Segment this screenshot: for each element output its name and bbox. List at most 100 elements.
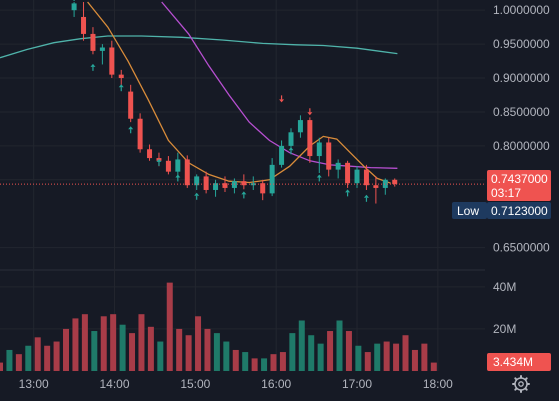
candle: [392, 178, 398, 187]
volume-bar: [147, 326, 154, 371]
time-tick-label: 16:00: [261, 377, 291, 391]
signal-arrows: [73, 0, 369, 202]
volume-bar: [0, 362, 3, 371]
candle: [165, 156, 171, 175]
price-tick-label: 0.9000000: [493, 71, 550, 85]
volume-bar: [119, 324, 126, 371]
price-tick-label: 0.8500000: [493, 105, 550, 119]
candle: [241, 174, 247, 190]
candle: [250, 176, 256, 190]
candle: [99, 44, 105, 65]
signal-up-arrow-icon: [90, 63, 96, 71]
time-axis[interactable]: 13:00 14:00 15:00 16:00 17:00 18:00: [19, 377, 454, 391]
volume-axis[interactable]: 40M 20M: [493, 280, 516, 336]
low-value: 0.7123000: [491, 204, 548, 218]
volume-bar: [91, 331, 98, 371]
candle: [269, 158, 275, 197]
volume-bar: [232, 349, 239, 371]
volume-bar: [393, 343, 400, 371]
volume-tick-label: 40M: [493, 280, 516, 294]
candle: [297, 115, 303, 138]
price-tick-label: 0.9500000: [493, 37, 550, 51]
volume-bar: [327, 331, 334, 371]
volume-bar: [411, 349, 418, 371]
candle: [137, 113, 143, 153]
signal-up-arrow-icon: [128, 126, 134, 134]
candle: [373, 176, 379, 204]
volume-bar: [402, 335, 409, 371]
price-countdown: 03:17: [491, 186, 521, 200]
candle: [71, 2, 77, 17]
time-tick-label: 17:00: [342, 377, 372, 391]
volume-bar: [308, 335, 315, 371]
volume-bar: [279, 352, 286, 371]
volume-bar: [430, 362, 437, 371]
candle: [175, 152, 181, 177]
ma-slow-line: [0, 35, 398, 59]
volume-bar: [289, 333, 296, 371]
candle: [335, 159, 341, 179]
volume-bar: [355, 345, 362, 371]
volume-bar: [345, 331, 352, 371]
candle: [194, 174, 200, 190]
volume-bar: [25, 345, 32, 371]
signal-up-arrow-icon: [175, 174, 181, 182]
signal-up-arrow-icon: [316, 174, 322, 182]
volume-bar: [185, 335, 192, 371]
volume-bar: [110, 314, 117, 371]
volume-bar: [53, 341, 60, 371]
current-volume-value: 3.434M: [493, 355, 533, 369]
volume-tick-label: 20M: [493, 322, 516, 336]
signal-up-arrow-icon: [363, 194, 369, 202]
time-tick-label: 18:00: [423, 377, 453, 391]
price-tick-label: 1.0000000: [493, 3, 550, 17]
volume-bar: [298, 320, 305, 371]
candle: [307, 117, 313, 163]
candle: [279, 140, 285, 168]
current-price-value: 0.7437000: [491, 172, 548, 186]
volume-bar: [34, 337, 41, 371]
volume-bar: [251, 358, 258, 371]
candle: [90, 27, 96, 55]
candle: [382, 178, 388, 195]
signal-down-arrow-icon: [279, 95, 285, 103]
candle: [184, 155, 190, 188]
signal-up-arrow-icon: [194, 192, 200, 200]
candle: [118, 69, 124, 85]
volume-bar: [374, 343, 381, 371]
signal-up-arrow-icon: [345, 189, 351, 197]
time-tick-label: 15:00: [180, 377, 210, 391]
volume-bar: [138, 314, 145, 371]
volume-bar: [176, 328, 183, 371]
volume-bar: [100, 316, 107, 371]
volume-bar: [223, 341, 230, 371]
signal-up-arrow-icon: [288, 147, 294, 155]
volume-bar: [63, 328, 70, 371]
volume-bar: [72, 318, 79, 371]
candlesticks: [71, 2, 398, 204]
candle: [109, 40, 115, 79]
candle: [128, 84, 134, 123]
candle: [203, 171, 209, 194]
volume-bars: [0, 282, 437, 371]
candle: [326, 137, 332, 177]
volume-bar: [166, 282, 173, 371]
current-volume-label: 3.434M: [487, 353, 551, 371]
candle: [260, 179, 266, 201]
volume-bar: [195, 316, 202, 371]
current-price-label: 0.7437000 03:17: [487, 170, 551, 201]
volume-bar: [421, 343, 428, 371]
volume-bar: [383, 341, 390, 371]
volume-bar: [261, 358, 268, 371]
volume-bar: [336, 320, 343, 371]
signal-up-arrow-icon: [73, 0, 75, 1]
gear-icon[interactable]: [512, 375, 530, 393]
volume-bar: [81, 314, 88, 371]
volume-bar: [204, 328, 211, 371]
candle: [213, 179, 219, 197]
volume-bar: [270, 354, 277, 371]
candle: [363, 164, 369, 190]
candle: [288, 128, 294, 150]
price-tick-label: 0.8000000: [493, 139, 550, 153]
